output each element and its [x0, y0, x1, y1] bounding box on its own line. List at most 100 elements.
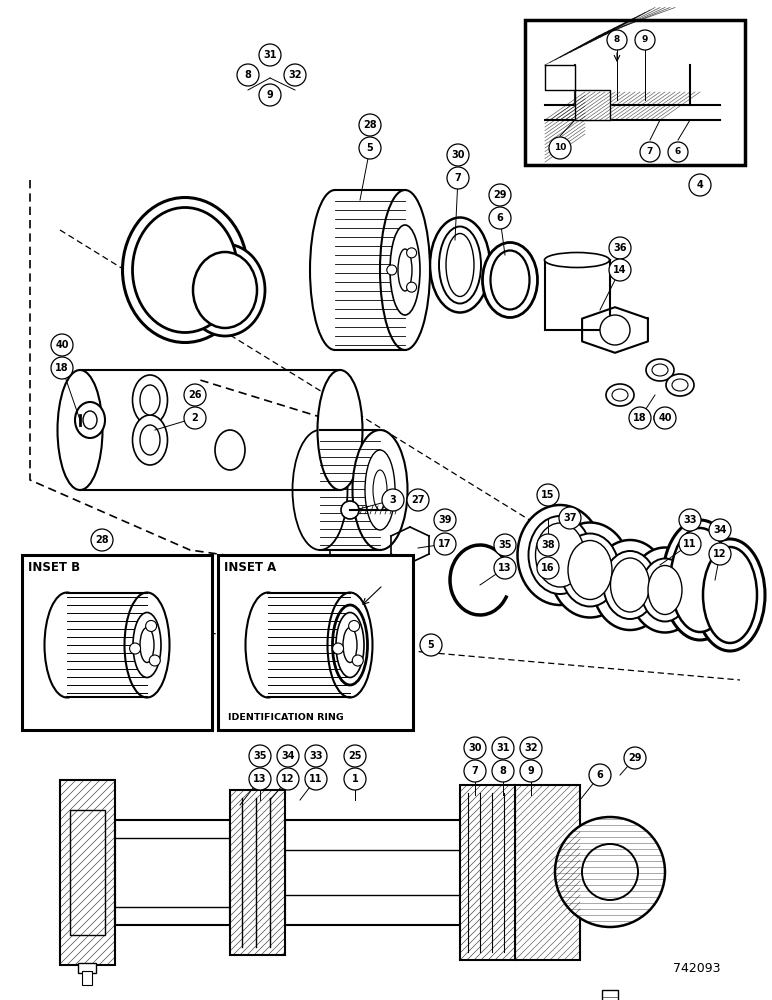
Bar [22, 555, 212, 730]
Text: 38: 38 [541, 540, 555, 550]
Circle shape [284, 64, 306, 86]
Circle shape [249, 768, 271, 790]
Ellipse shape [133, 208, 238, 332]
Ellipse shape [612, 389, 628, 401]
Text: 40: 40 [56, 340, 69, 350]
Text: 9: 9 [642, 35, 648, 44]
Text: 33: 33 [683, 515, 697, 525]
Ellipse shape [124, 592, 170, 698]
Circle shape [447, 167, 469, 189]
Ellipse shape [75, 402, 105, 438]
Circle shape [624, 747, 646, 769]
Ellipse shape [83, 411, 97, 429]
Ellipse shape [652, 364, 668, 376]
Ellipse shape [671, 528, 730, 632]
Circle shape [184, 407, 206, 429]
Bar [525, 20, 745, 165]
Text: 6: 6 [496, 213, 503, 223]
Circle shape [654, 407, 676, 429]
Ellipse shape [390, 225, 420, 315]
Text: 34: 34 [281, 751, 295, 761]
Text: 5: 5 [367, 143, 374, 153]
Text: 39: 39 [438, 515, 452, 525]
Text: 8: 8 [499, 766, 506, 776]
Text: 7: 7 [647, 147, 653, 156]
Bar [335, 190, 455, 350]
Text: 14: 14 [613, 265, 627, 275]
Circle shape [344, 768, 366, 790]
Circle shape [130, 643, 141, 654]
Ellipse shape [193, 252, 257, 328]
Text: 13: 13 [498, 563, 512, 573]
Circle shape [305, 745, 327, 767]
Bar [70, 810, 105, 935]
Ellipse shape [45, 592, 90, 698]
Ellipse shape [373, 470, 387, 510]
Ellipse shape [398, 249, 412, 291]
Text: 7: 7 [472, 766, 479, 776]
Ellipse shape [185, 244, 265, 336]
Circle shape [549, 137, 571, 159]
Circle shape [407, 489, 429, 511]
Ellipse shape [215, 430, 245, 470]
Text: 12: 12 [281, 774, 295, 784]
Bar [230, 790, 285, 955]
Bar [602, 990, 618, 1000]
Text: 37: 37 [564, 513, 577, 523]
Text: 15: 15 [541, 490, 555, 500]
Ellipse shape [641, 558, 689, 621]
Text: 31: 31 [496, 743, 510, 753]
Text: 8: 8 [245, 70, 252, 80]
Text: 5: 5 [428, 640, 435, 650]
Circle shape [689, 174, 711, 196]
Circle shape [349, 620, 360, 631]
Ellipse shape [666, 374, 694, 396]
Text: INSET B: INSET B [28, 561, 80, 574]
Text: 3: 3 [390, 495, 396, 505]
Ellipse shape [646, 359, 674, 381]
Circle shape [709, 543, 731, 565]
Text: 25: 25 [348, 751, 362, 761]
Text: 27: 27 [411, 495, 425, 505]
Text: 17: 17 [438, 539, 452, 549]
Bar [78, 963, 96, 973]
Circle shape [447, 144, 469, 166]
Text: 30: 30 [469, 743, 482, 753]
Ellipse shape [592, 540, 668, 630]
Ellipse shape [611, 558, 649, 612]
Ellipse shape [341, 501, 359, 519]
Circle shape [333, 643, 344, 654]
Circle shape [464, 737, 486, 759]
Circle shape [492, 760, 514, 782]
Circle shape [537, 484, 559, 506]
Circle shape [434, 533, 456, 555]
Circle shape [237, 64, 259, 86]
Ellipse shape [365, 450, 395, 530]
Text: 26: 26 [188, 390, 201, 400]
Ellipse shape [327, 592, 373, 698]
Text: 31: 31 [263, 50, 276, 60]
Text: 7: 7 [455, 173, 462, 183]
Ellipse shape [353, 430, 408, 550]
Circle shape [259, 44, 281, 66]
Circle shape [607, 30, 627, 50]
Circle shape [489, 207, 511, 229]
Ellipse shape [317, 370, 363, 490]
Circle shape [277, 768, 299, 790]
Text: 30: 30 [452, 150, 465, 160]
Ellipse shape [446, 233, 474, 296]
Circle shape [679, 533, 701, 555]
Ellipse shape [293, 430, 347, 550]
Circle shape [407, 282, 417, 292]
Bar [545, 260, 610, 330]
Circle shape [520, 737, 542, 759]
Text: 1: 1 [351, 774, 358, 784]
Circle shape [464, 760, 486, 782]
Circle shape [537, 534, 559, 556]
Text: IDENTIFICATION RING: IDENTIFICATION RING [228, 713, 344, 722]
Text: 6: 6 [597, 770, 604, 780]
Circle shape [537, 557, 559, 579]
Text: 11: 11 [683, 539, 697, 549]
Ellipse shape [430, 218, 490, 312]
Ellipse shape [529, 516, 591, 594]
